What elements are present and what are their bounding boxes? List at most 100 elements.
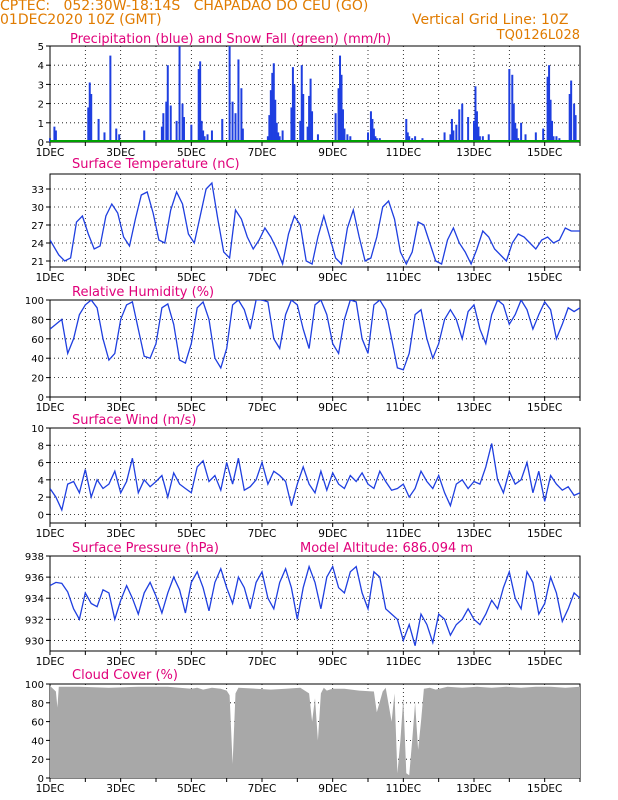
precip-bar — [452, 130, 455, 142]
pressure-ytick-label: 930 — [25, 636, 44, 647]
cloud-ytick-label: 100 — [25, 680, 44, 691]
precip-bar — [520, 122, 523, 142]
wind-ytick-label: 8 — [38, 441, 44, 452]
humidity-xtick-label: 3DEC — [106, 402, 135, 414]
precip-bar — [339, 55, 342, 142]
pressure-xtick-label: 5DEC — [177, 656, 206, 668]
precip-bar — [478, 136, 481, 142]
temperature-ytick-label: 27 — [31, 221, 44, 232]
precip-bar — [109, 55, 112, 142]
precip-bar — [290, 107, 293, 142]
station-header: CPTEC: 052:30W-18:14S CHAPADAO DO CEU (G… — [0, 0, 369, 14]
precip-ytick-label: 5 — [38, 42, 44, 53]
precip-bar — [374, 136, 377, 142]
cloud-area — [50, 685, 580, 778]
temperature-ytick-label: 33 — [31, 185, 44, 196]
temperature-ytick-label: 24 — [31, 239, 44, 250]
precip-bar — [228, 46, 231, 142]
precip-bar — [473, 120, 475, 142]
humidity-panel: 0 20 40 60 80 100 1DEC 3DEC 5DEC 7DEC 9DEC 11DEC 13D… — [25, 285, 581, 414]
humidity-ytick-label: 60 — [31, 335, 44, 346]
precip-bar — [241, 128, 244, 142]
temperature-panel: 21 24 27 30 33 1DEC 3DEC 5DEC 7DEC 9DEC 11DEC 13DEC… — [31, 157, 581, 284]
precip-bar — [555, 136, 558, 142]
humidity-ytick-label: 20 — [31, 374, 44, 385]
cloud-xtick-label: 11DEC — [386, 783, 421, 795]
precip-bar — [405, 118, 408, 142]
pressure-ytick-label: 936 — [25, 573, 44, 584]
precip-bar — [234, 113, 237, 142]
wind-xtick-label: 3DEC — [106, 528, 135, 540]
pressure-xtick-label: 3DEC — [106, 656, 135, 668]
cloud-panel: 0 20 40 60 80 100 1DEC 3DEC 5DEC 7DEC 9DEC 11DEC 13D… — [25, 668, 581, 795]
pressure-xtick-label: 7DEC — [248, 656, 277, 668]
temperature-xtick-label: 11DEC — [386, 272, 421, 284]
precip-bar — [343, 128, 346, 142]
run-datetime: 01DEC2020 10Z (GMT) — [0, 12, 162, 28]
wind-title: Surface Wind (m/s) — [72, 413, 196, 428]
wind-ytick-label: 0 — [38, 510, 44, 521]
precip-xtick-label: 3DEC — [106, 147, 135, 159]
humidity-title: Relative Humidity (%) — [72, 285, 214, 300]
precip-bar — [190, 124, 193, 142]
precip-bar — [281, 130, 284, 142]
humidity-xtick-label: 11DEC — [386, 402, 421, 414]
precip-bar — [166, 65, 169, 142]
humidity-series-line — [50, 300, 580, 371]
precip-bar — [467, 117, 470, 142]
pressure-series-line — [50, 564, 580, 646]
cloud-ytick-label: 40 — [31, 736, 44, 747]
cloud-xtick-label: 5DEC — [177, 783, 206, 795]
precip-bar — [487, 134, 490, 142]
run-code: TQ0126L028 — [496, 28, 580, 43]
precip-xtick-label: 9DEC — [318, 147, 347, 159]
precip-bar — [369, 111, 372, 142]
precip-bar — [103, 132, 106, 142]
pressure-frame — [49, 555, 581, 652]
precip-bar — [511, 74, 514, 142]
cloud-title: Cloud Cover (%) — [72, 668, 178, 683]
temperature-ytick-label: 30 — [31, 203, 44, 214]
cloud-xtick-label: 7DEC — [248, 783, 277, 795]
cloud-xtick-label: 1DEC — [36, 783, 65, 795]
wind-ytick-label: 10 — [31, 424, 44, 435]
precip-bar — [182, 117, 185, 142]
precip-bar — [165, 101, 168, 142]
precip-ytick-label: 0 — [38, 138, 44, 149]
precip-bar — [548, 65, 551, 142]
temperature-ytick-label: 21 — [31, 257, 44, 268]
pressure-title: Surface Pressure (hPa) — [72, 541, 219, 556]
precip-bar — [300, 65, 303, 142]
precip-bar — [202, 130, 205, 142]
precip-bar — [408, 136, 411, 142]
precip-bar — [570, 80, 573, 142]
pressure-xtick-label: 9DEC — [318, 656, 347, 668]
temperature-series-line — [50, 181, 580, 267]
precip-bar — [299, 120, 302, 142]
cloud-xtick-label: 9DEC — [318, 783, 347, 795]
precip-xtick-label: 13DEC — [456, 147, 491, 159]
wind-frame — [49, 427, 581, 524]
cloud-ytick-label: 60 — [31, 718, 44, 729]
precip-bar — [87, 107, 90, 142]
precip-bar — [406, 132, 409, 142]
precip-bar — [546, 76, 549, 142]
precip-bar — [178, 46, 181, 142]
precip-bar — [160, 126, 163, 142]
precip-bar — [552, 136, 555, 142]
temperature-title: Surface Temperature (nC) — [72, 157, 240, 172]
humidity-xtick-label: 5DEC — [177, 402, 206, 414]
cloud-xtick-label: 3DEC — [106, 783, 135, 795]
precip-bar — [206, 134, 209, 142]
cloud-xtick-label: 15DEC — [527, 783, 562, 795]
precip-title: Precipitation (blue) and Snow Fall (gree… — [70, 32, 391, 47]
humidity-xtick-label: 1DEC — [36, 402, 65, 414]
precip-bar — [274, 99, 277, 142]
precip-bar — [340, 74, 343, 142]
wind-xtick-label: 5DEC — [177, 528, 206, 540]
precip-bar — [371, 118, 374, 142]
precip-bar — [367, 132, 369, 142]
precip-bar — [199, 61, 202, 142]
precip-xtick-label: 7DEC — [248, 147, 277, 159]
precip-bar — [115, 128, 118, 142]
